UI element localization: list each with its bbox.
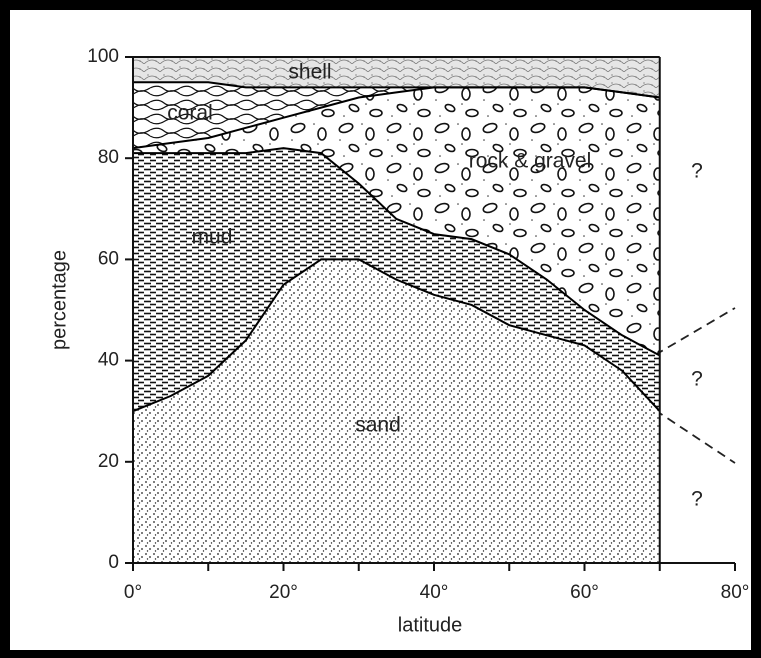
layer-boundary [133, 147, 661, 357]
y-tick-label: 40 [98, 350, 119, 371]
layer-boundary [132, 258, 661, 413]
layer-label: rock & gravel [469, 150, 592, 173]
x-tick-label: 80° [721, 582, 750, 603]
y-tick-label: 60 [98, 248, 119, 269]
y-tick-label: 0 [108, 552, 119, 573]
x-tick-label: 40° [420, 582, 449, 603]
layer-label: coral [167, 102, 213, 125]
unknown-marker: ? [691, 488, 703, 511]
y-tick-label: 100 [87, 46, 119, 67]
boundary-guess [654, 307, 736, 356]
y-tick-label: 80 [98, 147, 119, 168]
boundary-guess [654, 409, 736, 464]
unknown-marker: ? [691, 160, 703, 183]
area [133, 87, 660, 356]
layer-label: sand [355, 414, 401, 437]
x-axis-label: latitude [398, 614, 463, 636]
area [133, 259, 660, 563]
x-tick-label: 60° [570, 582, 599, 603]
y-axis-label: percentage [48, 250, 70, 350]
x-tick-label: 0° [124, 582, 142, 603]
layer-label: mud [192, 226, 233, 249]
y-tick-label: 20 [98, 451, 119, 472]
x-tick-label: 20° [269, 582, 298, 603]
unknown-marker: ? [691, 368, 703, 391]
layer-boundary [133, 81, 660, 99]
area [133, 82, 660, 149]
layer-label: shell [288, 61, 331, 84]
